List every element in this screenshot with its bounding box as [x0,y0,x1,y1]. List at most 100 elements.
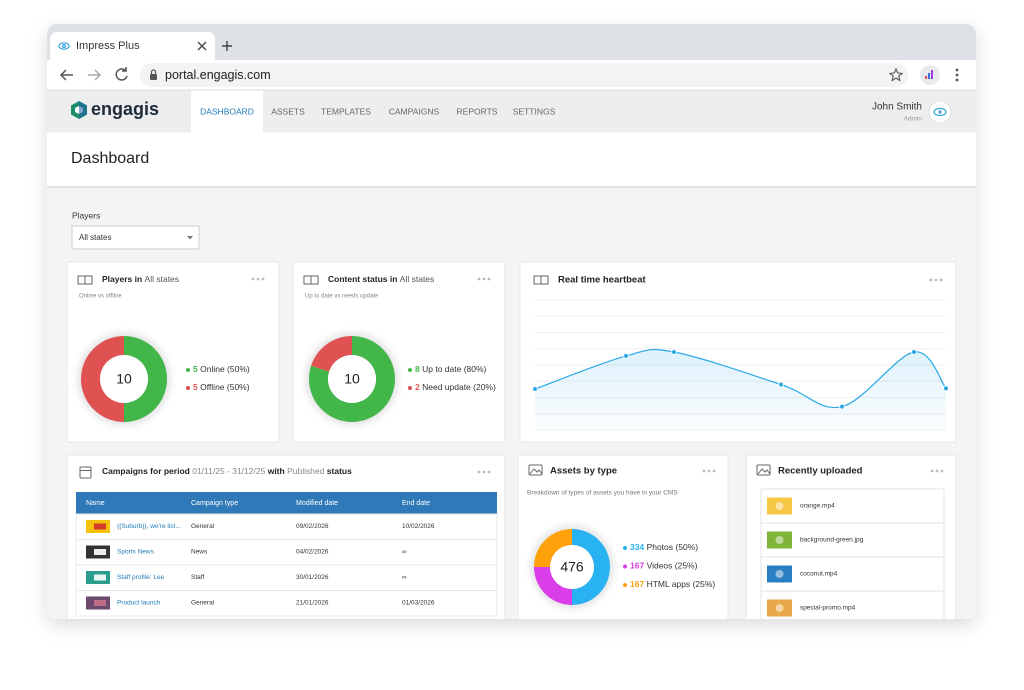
calendar-icon [79,466,92,479]
icon-frame [79,466,92,479]
line-point [671,349,677,355]
more-menu[interactable] [477,470,491,474]
dot [935,469,939,473]
line-point [839,403,845,410]
legend-dot [623,583,627,587]
dot [702,469,706,473]
dot [482,277,486,281]
legend-entry: 5 Online (50%) [193,364,250,374]
card-title: Assets by type [550,466,617,477]
nav-item[interactable]: TEMPLATES [321,106,371,116]
nav-item[interactable]: CAMPAIGNS [389,106,440,116]
table-cell: General [191,600,215,607]
legend-entry: 5 Offline (50%) [193,382,250,392]
extension-icon[interactable] [920,65,940,85]
table-cell: Staff [191,574,204,581]
legend-dot [408,386,412,390]
more-menu[interactable] [702,469,716,473]
filter-select[interactable] [71,225,200,250]
file-name: special-promo.mp4 [800,605,856,612]
thumbnail-detail [775,604,784,612]
tab-close[interactable] [197,41,207,51]
donut-segment [534,529,572,567]
column-header: Name [86,500,105,507]
card-title-text: Content status in [328,274,397,284]
card-title-filter: All states [145,274,180,284]
legend-label: Need update (20%) [422,382,496,392]
forward-button[interactable] [88,69,102,81]
table-header [76,492,497,514]
more-menu[interactable] [929,278,943,282]
thumbnail-detail [94,600,106,606]
title-part: Campaigns for period [102,466,190,476]
dot [487,470,491,474]
tab-title: Impress Plus [76,40,140,52]
tab[interactable] [50,32,215,64]
donut-total: 10 [344,371,360,387]
card-subtitle: Up to date vs needs update [305,294,379,300]
line-point [623,353,629,359]
legend-label: Online (50%) [200,364,250,374]
legend-dot [186,386,190,390]
legend-entry: 167 Videos (25%) [630,561,698,571]
nav-item[interactable]: ASSETS [271,106,305,116]
more-menu[interactable] [477,277,491,281]
table-row [75,564,498,591]
title-bar [47,132,976,187]
more-menu[interactable] [251,277,265,281]
table-cell: 21/01/2026 [296,600,329,607]
nav-item[interactable]: SETTINGS [513,106,556,116]
icon-frame [528,464,543,476]
campaign-link[interactable]: Product launch [117,600,161,607]
file-name: background-green.jpg [800,537,864,544]
donut-hole [550,545,594,589]
bookmark-star[interactable] [888,67,904,82]
legend-label: Up to date (80%) [422,364,486,374]
card-subtitle: Breakdown of types of assets you have in… [527,490,678,497]
dot [929,278,933,282]
table-cell: News [191,549,208,556]
donut-hole [328,355,376,403]
reload-button[interactable] [115,67,128,81]
thumbnail-detail [94,523,106,530]
user-name: John Smith [872,102,922,113]
legend-value: 2 [415,382,420,392]
image-icon [528,464,543,476]
table-row [75,513,498,540]
back-button[interactable] [59,69,73,81]
legend-entry: 167 HTML apps (25%) [630,579,715,589]
icon-frame [756,464,771,476]
legend-label: Photos (50%) [647,542,699,552]
filter-label: Players [72,210,100,220]
column-header: Campaign type [191,500,238,507]
card-title-filter: All states [400,274,435,284]
browser-menu[interactable] [955,68,959,82]
card-title: Real time heartbeat [558,275,646,286]
card-title: Players in All states [102,274,179,284]
url-bar[interactable] [140,63,908,87]
donut-segment [311,336,352,372]
user-avatar[interactable] [928,100,952,124]
card-title: Content status in All states [328,274,434,284]
user-role: Admin [904,116,923,123]
page-title: Dashboard [71,150,149,167]
nav-item[interactable]: DASHBOARD [200,106,254,116]
donut-segment [124,336,167,422]
table-cell: 10/02/2026 [402,523,435,530]
dot [934,278,938,282]
table-cell: ∞ [402,574,407,581]
dot [251,277,255,281]
new-tab[interactable] [222,41,232,51]
donut-total: 476 [560,559,584,575]
icon-mountain [529,468,543,475]
campaign-link[interactable]: Staff profile: Lee [117,574,165,581]
nav-item[interactable]: REPORTS [457,106,498,116]
thumbnail-detail [94,574,106,581]
line-point [911,349,917,355]
more-menu[interactable] [930,469,944,473]
campaign-link[interactable]: Sports News [117,549,155,556]
card-subtitle: Online vs offline [79,294,122,300]
campaign-link[interactable]: {{Suburb}}, we're list... [117,523,181,530]
donut-segment [534,567,572,605]
